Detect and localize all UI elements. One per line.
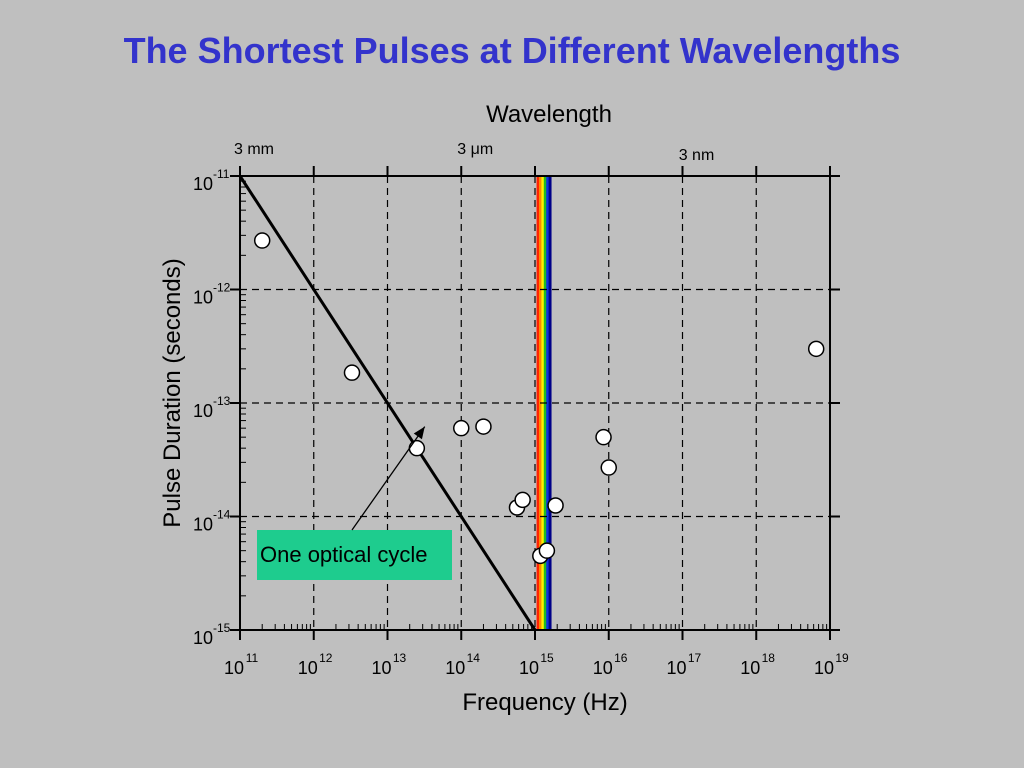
y-tick-exponent: -11 bbox=[213, 167, 230, 181]
y-tick-label: 10 bbox=[193, 288, 213, 308]
y-tick-label: 10 bbox=[193, 515, 213, 535]
y-tick-exponent: -15 bbox=[213, 621, 231, 635]
slide-title: The Shortest Pulses at Different Wavelen… bbox=[123, 30, 901, 71]
top-tick-labels: 3 mm 3 μm 3 nm bbox=[234, 141, 714, 164]
x-tick-label: 10 bbox=[445, 658, 465, 678]
x-tick-label: 10 bbox=[298, 658, 318, 678]
data-point bbox=[807, 340, 825, 358]
x-tick-label: 10 bbox=[666, 658, 686, 678]
data-point bbox=[595, 428, 612, 446]
spectrum-stripe-5 bbox=[548, 176, 552, 630]
x-tick-exponent: 13 bbox=[393, 651, 407, 665]
x-tick-exponent: 14 bbox=[467, 651, 481, 665]
x-tick-label: 10 bbox=[371, 658, 391, 678]
spectrum-stripe-0 bbox=[536, 176, 540, 630]
x-tick-label: 10 bbox=[593, 658, 613, 678]
x-tick-exponent: 19 bbox=[835, 651, 849, 665]
data-points bbox=[253, 232, 825, 565]
data-point bbox=[547, 497, 564, 514]
data-point bbox=[408, 439, 426, 457]
top-axis-label: Wavelength bbox=[486, 101, 612, 128]
top-tick-label: 3 μm bbox=[457, 141, 493, 158]
callout-label: One optical cycle bbox=[260, 542, 428, 567]
y-axis-label: Pulse Duration (seconds) bbox=[159, 258, 186, 527]
data-point bbox=[453, 419, 470, 437]
x-tick-exponent: 12 bbox=[319, 651, 333, 665]
top-tick-label: 3 mm bbox=[234, 141, 274, 158]
data-point bbox=[514, 491, 531, 509]
x-tick-exponent: 17 bbox=[688, 651, 702, 665]
spectrum-stripe-4 bbox=[546, 176, 550, 630]
x-tick-labels: 10 11 10 12 10 13 10 14 10 15 10 16 10 17 10 18 10 19 bbox=[224, 651, 849, 678]
one-optical-cycle-line bbox=[238, 175, 537, 631]
one-optical-cycle-callout: One optical cycle bbox=[257, 426, 452, 580]
y-tick-exponent: -12 bbox=[213, 281, 231, 295]
y-tick-label: 10 bbox=[193, 174, 213, 194]
x-tick-label: 10 bbox=[740, 658, 760, 678]
data-point bbox=[253, 232, 271, 249]
callout-box bbox=[257, 530, 452, 580]
x-tick-exponent: 15 bbox=[540, 651, 554, 665]
x-tick-label: 10 bbox=[224, 658, 244, 678]
data-point bbox=[343, 364, 361, 381]
y-tick-label: 10 bbox=[193, 401, 213, 421]
x-tick-exponent: 16 bbox=[614, 651, 628, 665]
callout-arrowhead bbox=[413, 426, 425, 440]
one-optical-cycle-line-group bbox=[238, 175, 537, 631]
y-tick-label: 10 bbox=[193, 628, 213, 648]
callout-arrow bbox=[351, 426, 426, 531]
y-tick-exponent: -13 bbox=[213, 394, 231, 408]
data-point bbox=[600, 459, 617, 476]
x-tick-exponent: 11 bbox=[246, 651, 259, 665]
x-tick-label: 10 bbox=[519, 658, 539, 678]
minor-tick-marks bbox=[230, 166, 840, 640]
x-axis-label: Frequency (Hz) bbox=[462, 689, 627, 716]
y-tick-exponent: -14 bbox=[213, 508, 231, 522]
data-point bbox=[475, 418, 492, 435]
x-tick-label: 10 bbox=[814, 658, 834, 678]
x-tick-exponent: 18 bbox=[762, 651, 776, 665]
top-tick-label: 3 nm bbox=[679, 147, 715, 164]
data-point bbox=[538, 542, 556, 559]
